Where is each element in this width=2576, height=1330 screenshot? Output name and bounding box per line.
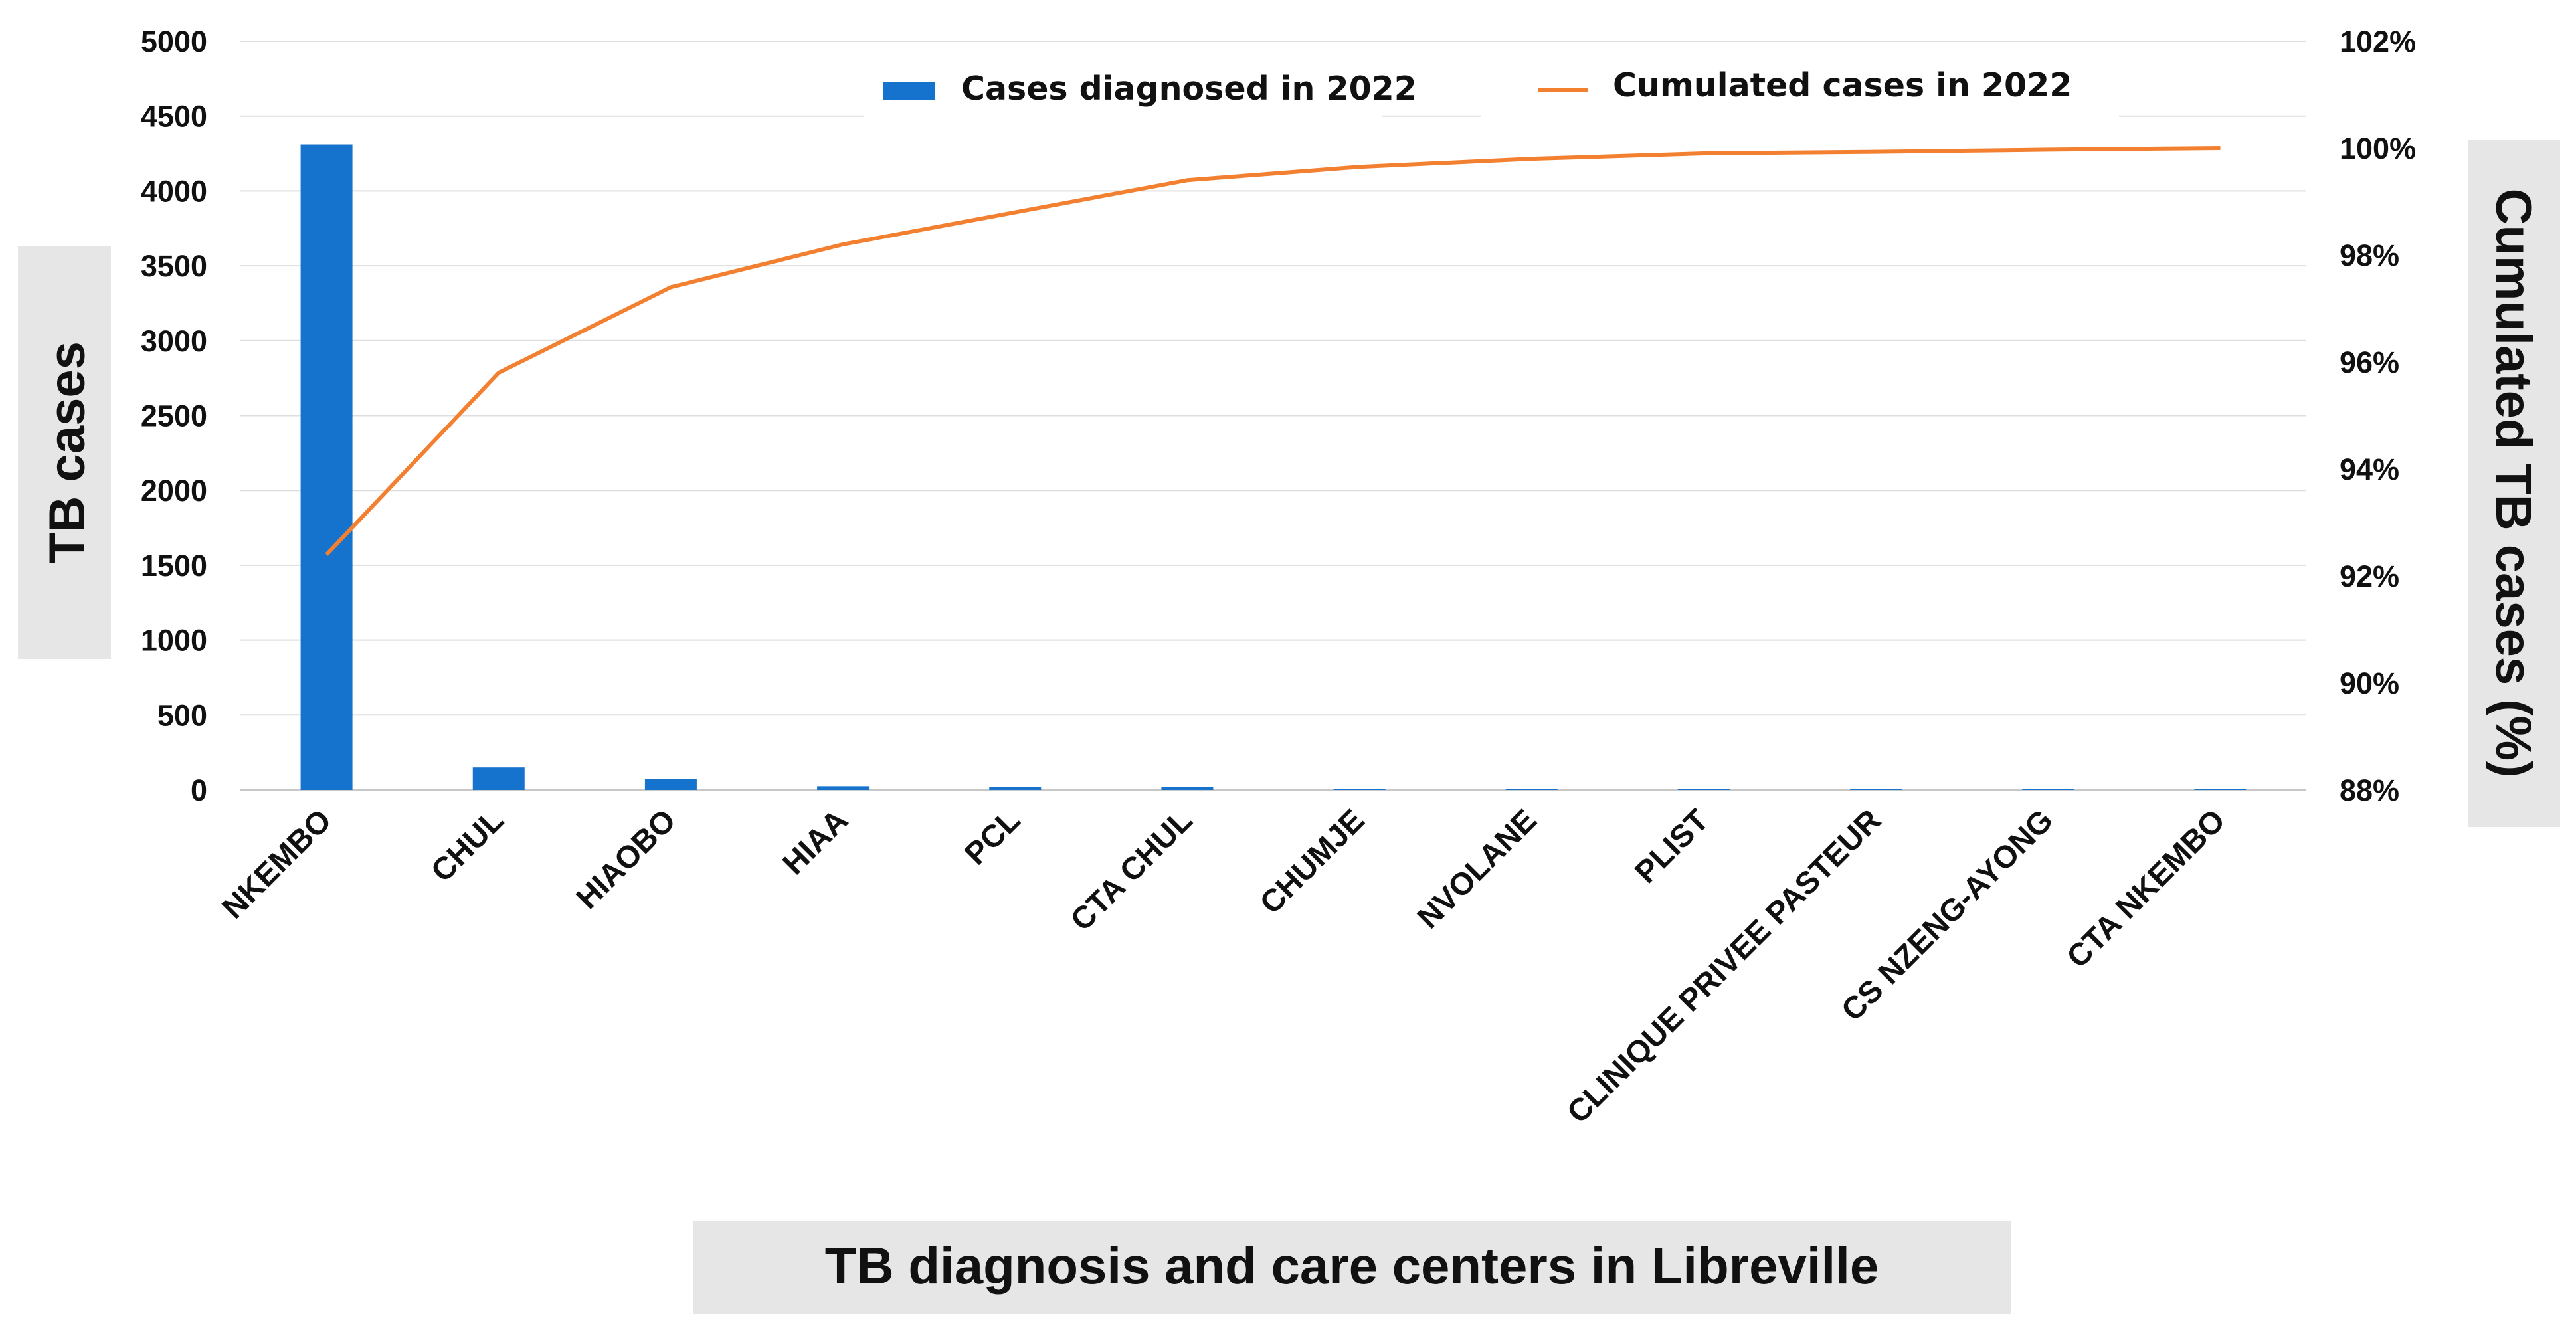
bar [300, 144, 353, 790]
line-point [2047, 149, 2049, 150]
x-axis-label: TB diagnosis and care centers in Librevi… [825, 1236, 1879, 1295]
x-tick-label: CTA CHUL [1063, 803, 1199, 938]
bar [2194, 789, 2247, 790]
left-axis-label: TB cases [39, 341, 96, 563]
x-tick-label: CHUL [424, 803, 510, 889]
right-tick-label: 96% [2340, 345, 2399, 379]
left-tick-label: 2500 [141, 399, 207, 433]
bar [1161, 787, 1214, 790]
left-tick-label: 4000 [141, 174, 207, 208]
legend: Cases diagnosed in 2022 Cumulated cases … [864, 64, 2119, 121]
line-point [1875, 151, 1877, 153]
legend-bar-swatch [883, 82, 935, 100]
x-tick-label: NKEMBO [215, 803, 337, 925]
line-point [2219, 147, 2221, 149]
left-tick-label: 3000 [141, 324, 207, 358]
left-axis-ticks: 0 500 1000 1500 2000 2500 3000 3500 4000 4500 5000 [141, 25, 207, 807]
x-tick-label: HIAOBO [569, 803, 682, 915]
bar [817, 786, 870, 790]
left-tick-label: 0 [191, 773, 207, 807]
x-axis-label-box: TB diagnosis and care centers in Librevi… [693, 1221, 2011, 1314]
line-point [670, 286, 672, 288]
legend-line-label: Cumulated cases in 2022 [1613, 66, 2072, 104]
right-axis-ticks: 88% 90% 92% 94% 96% 98% 100% 102% [2340, 25, 2416, 807]
right-tick-label: 88% [2340, 773, 2399, 807]
x-tick-label: PCL [957, 803, 1026, 872]
left-tick-label: 3500 [141, 249, 207, 283]
right-tick-label: 98% [2340, 238, 2399, 272]
bar [989, 787, 1042, 790]
right-axis-label: Cumulated TB cases (%) [2485, 189, 2541, 778]
x-tick-label: PLIST [1627, 802, 1715, 890]
right-tick-label: 90% [2340, 666, 2399, 700]
left-axis-label-bg [18, 246, 111, 659]
bar-series [300, 144, 2247, 790]
left-tick-label: 5000 [141, 25, 207, 58]
left-tick-label: 2000 [141, 474, 207, 508]
x-tick-label: CHUMJE [1253, 803, 1371, 921]
x-tick-label: NVOLANE [1410, 803, 1543, 935]
line-point [1703, 153, 1704, 154]
cumulative-line-series [325, 146, 2221, 556]
bar [1677, 789, 1730, 790]
left-tick-label: 1500 [141, 549, 207, 583]
bar [1333, 789, 1386, 790]
left-tick-label: 500 [157, 698, 207, 732]
x-tick-label: CLINIQUE PRIVEE PASTEUR [1560, 803, 1887, 1130]
right-tick-label: 100% [2340, 132, 2416, 165]
right-tick-label: 94% [2340, 452, 2399, 486]
bar [644, 779, 697, 790]
right-axis-label-bg [2468, 140, 2560, 827]
right-tick-label: 102% [2340, 25, 2416, 58]
legend-bg-bar [864, 64, 1382, 121]
left-tick-label: 4500 [141, 100, 207, 134]
x-axis-label-bg [693, 1221, 2011, 1314]
right-axis-label-box: Cumulated TB cases (%) [2468, 140, 2560, 827]
x-tick-label: CTA NKEMBO [2059, 803, 2231, 975]
line-point [1014, 212, 1016, 213]
legend-bar-label: Cases diagnosed in 2022 [961, 70, 1417, 108]
bar [1850, 789, 1902, 790]
x-axis-ticks: NKEMBO CHUL HIAOBO HIAA PCL CTA CHUL CHUMJE NVO… [215, 802, 2231, 1129]
left-tick-label: 1000 [141, 624, 207, 658]
cumulative-line [325, 146, 2221, 556]
bar [2022, 789, 2074, 790]
line-point [326, 554, 327, 555]
left-axis-label-box: TB cases [18, 246, 111, 659]
right-tick-label: 92% [2340, 559, 2399, 593]
x-tick-label: HIAA [775, 803, 854, 882]
gridlines [240, 41, 2306, 791]
bar [1505, 789, 1558, 790]
bar [472, 767, 525, 790]
line-point [1186, 179, 1188, 181]
